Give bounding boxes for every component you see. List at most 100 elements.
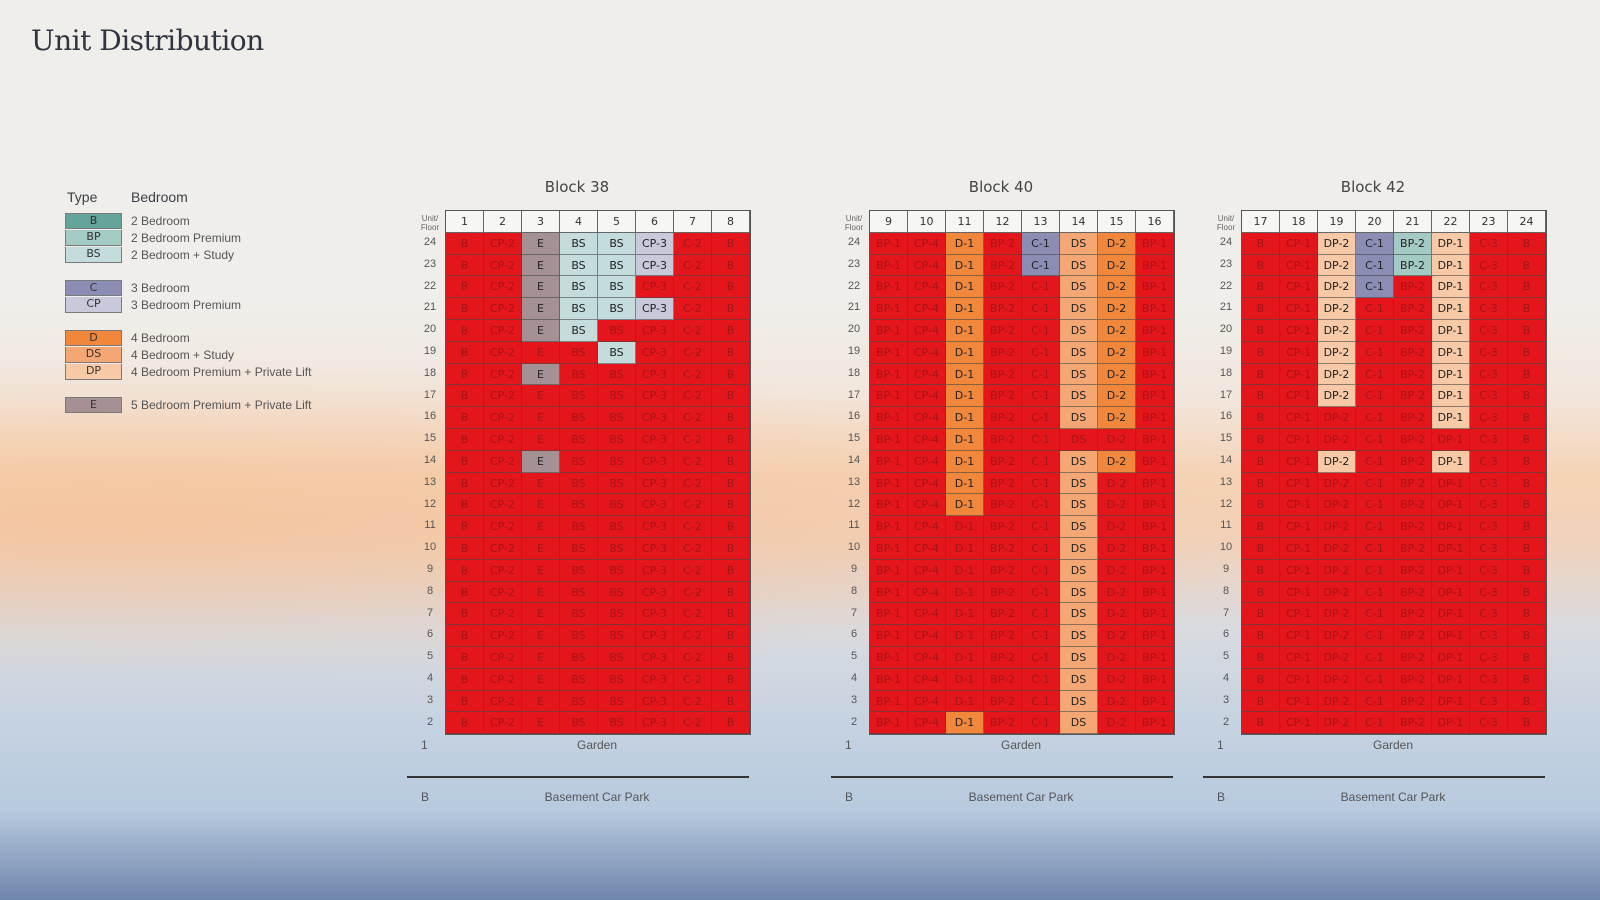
unit-cell[interactable]: BP-1 <box>870 668 908 691</box>
unit-cell[interactable]: D-1 <box>946 690 984 713</box>
unit-cell[interactable]: BS <box>598 646 636 669</box>
unit-cell[interactable]: E <box>522 712 560 735</box>
unit-cell[interactable]: C-3 <box>1470 232 1508 255</box>
unit-cell[interactable]: CP-3 <box>636 319 674 342</box>
unit-cell[interactable]: D-1 <box>946 472 984 495</box>
unit-cell[interactable]: E <box>522 450 560 473</box>
unit-cell[interactable]: B <box>1508 668 1546 691</box>
unit-cell[interactable]: E <box>522 319 560 342</box>
unit-cell[interactable]: BS <box>560 581 598 604</box>
unit-cell[interactable]: BS <box>598 668 636 691</box>
unit-cell[interactable]: DS <box>1060 559 1098 582</box>
unit-cell[interactable]: CP-1 <box>1280 298 1318 320</box>
unit-cell[interactable]: DP-2 <box>1318 712 1356 735</box>
unit-cell[interactable]: BS <box>560 625 598 647</box>
unit-cell[interactable]: CP-1 <box>1280 712 1318 735</box>
unit-cell[interactable]: BP-1 <box>870 516 908 538</box>
unit-cell[interactable]: DP-1 <box>1432 276 1470 299</box>
unit-cell[interactable]: CP-2 <box>484 668 522 691</box>
unit-cell[interactable]: C-1 <box>1022 276 1060 299</box>
unit-cell[interactable]: DP-1 <box>1432 472 1470 495</box>
unit-cell[interactable]: C-1 <box>1022 581 1060 604</box>
unit-cell[interactable]: CP-4 <box>908 690 946 713</box>
unit-cell[interactable]: DP-2 <box>1318 494 1356 517</box>
unit-cell[interactable]: BS <box>598 559 636 582</box>
unit-cell[interactable]: B <box>712 276 750 299</box>
unit-cell[interactable]: BS <box>598 428 636 451</box>
unit-cell[interactable]: B <box>1242 407 1280 429</box>
unit-cell[interactable]: BP-1 <box>870 341 908 364</box>
unit-cell[interactable]: BS <box>560 559 598 582</box>
unit-cell[interactable]: DP-1 <box>1432 407 1470 429</box>
unit-cell[interactable]: BS <box>560 276 598 299</box>
unit-cell[interactable]: CP-1 <box>1280 407 1318 429</box>
unit-cell[interactable]: DS <box>1060 298 1098 320</box>
unit-cell[interactable]: CP-2 <box>484 603 522 626</box>
unit-cell[interactable]: DP-2 <box>1318 603 1356 626</box>
unit-cell[interactable]: C-2 <box>674 341 712 364</box>
unit-cell[interactable]: BS <box>560 472 598 495</box>
unit-cell[interactable]: C-2 <box>674 450 712 473</box>
unit-cell[interactable]: B <box>446 625 484 647</box>
unit-cell[interactable]: BP-1 <box>1136 450 1174 473</box>
unit-cell[interactable]: DP-1 <box>1432 494 1470 517</box>
unit-cell[interactable]: BS <box>560 646 598 669</box>
unit-cell[interactable]: CP-4 <box>908 537 946 560</box>
unit-cell[interactable]: B <box>1508 581 1546 604</box>
unit-cell[interactable]: B <box>446 385 484 408</box>
unit-cell[interactable]: B <box>1508 363 1546 386</box>
unit-cell[interactable]: CP-4 <box>908 298 946 320</box>
unit-cell[interactable]: C-2 <box>674 668 712 691</box>
unit-cell[interactable]: CP-1 <box>1280 668 1318 691</box>
unit-cell[interactable]: BP-2 <box>984 690 1022 713</box>
unit-cell[interactable]: C-2 <box>674 712 712 735</box>
unit-cell[interactable]: CP-2 <box>484 712 522 735</box>
unit-cell[interactable]: BP-1 <box>1136 516 1174 538</box>
unit-cell[interactable]: DS <box>1060 516 1098 538</box>
unit-cell[interactable]: C-2 <box>674 232 712 255</box>
unit-cell[interactable]: CP-3 <box>636 516 674 538</box>
unit-cell[interactable]: B <box>712 428 750 451</box>
unit-cell[interactable]: CP-4 <box>908 232 946 255</box>
unit-cell[interactable]: B <box>446 712 484 735</box>
unit-cell[interactable]: BP-2 <box>1394 428 1432 451</box>
unit-cell[interactable]: C-1 <box>1356 276 1394 299</box>
unit-cell[interactable]: BS <box>598 516 636 538</box>
unit-cell[interactable]: C-1 <box>1356 516 1394 538</box>
unit-cell[interactable]: DP-1 <box>1432 646 1470 669</box>
unit-cell[interactable]: DS <box>1060 319 1098 342</box>
unit-cell[interactable]: B <box>446 603 484 626</box>
unit-cell[interactable]: C-2 <box>674 690 712 713</box>
unit-cell[interactable]: CP-3 <box>636 450 674 473</box>
unit-cell[interactable]: C-1 <box>1356 603 1394 626</box>
unit-cell[interactable]: E <box>522 428 560 451</box>
unit-cell[interactable]: C-1 <box>1356 581 1394 604</box>
unit-cell[interactable]: DP-1 <box>1432 625 1470 647</box>
unit-cell[interactable]: CP-3 <box>636 537 674 560</box>
unit-cell[interactable]: BS <box>598 298 636 320</box>
unit-cell[interactable]: DP-1 <box>1432 428 1470 451</box>
unit-cell[interactable]: BP-2 <box>984 407 1022 429</box>
unit-cell[interactable]: BS <box>560 712 598 735</box>
unit-cell[interactable]: D-1 <box>946 276 984 299</box>
unit-cell[interactable]: BS <box>598 537 636 560</box>
unit-cell[interactable]: C-1 <box>1022 385 1060 408</box>
unit-cell[interactable]: E <box>522 559 560 582</box>
unit-cell[interactable]: CP-2 <box>484 625 522 647</box>
unit-cell[interactable]: BS <box>598 690 636 713</box>
unit-cell[interactable]: BP-1 <box>1136 537 1174 560</box>
unit-cell[interactable]: DP-2 <box>1318 254 1356 277</box>
unit-cell[interactable]: BP-2 <box>1394 494 1432 517</box>
unit-cell[interactable]: CP-2 <box>484 385 522 408</box>
unit-cell[interactable]: BS <box>598 385 636 408</box>
unit-cell[interactable]: CP-1 <box>1280 537 1318 560</box>
unit-cell[interactable]: BP-2 <box>1394 712 1432 735</box>
unit-cell[interactable]: BP-1 <box>870 298 908 320</box>
unit-cell[interactable]: D-2 <box>1098 363 1136 386</box>
unit-cell[interactable]: E <box>522 516 560 538</box>
unit-cell[interactable]: C-3 <box>1470 668 1508 691</box>
unit-cell[interactable]: C-2 <box>674 385 712 408</box>
unit-cell[interactable]: DP-1 <box>1432 668 1470 691</box>
unit-cell[interactable]: CP-3 <box>636 341 674 364</box>
unit-cell[interactable]: CP-1 <box>1280 603 1318 626</box>
